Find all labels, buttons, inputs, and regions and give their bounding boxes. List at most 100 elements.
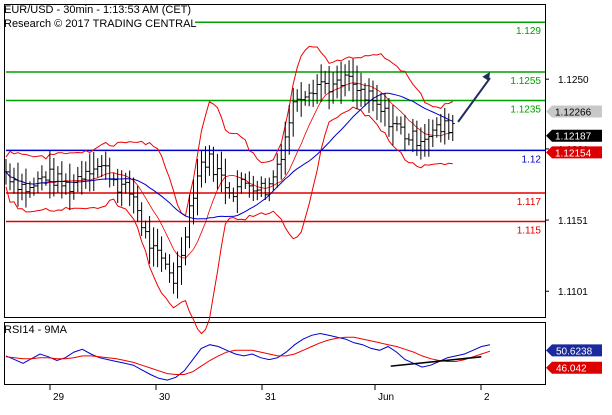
ohlc-bar: [347, 60, 352, 92]
ohlc-bar: [327, 66, 332, 110]
ohlc-bar: [235, 170, 240, 214]
ohlc-bar: [263, 178, 268, 200]
ohlc-bar: [63, 173, 68, 195]
ohlc-bar: [31, 177, 36, 196]
ohlc-bar: [99, 155, 104, 178]
ohlc-bar: [343, 64, 348, 97]
ohlc-bar: [386, 98, 391, 137]
ohlc-bar: [351, 58, 356, 102]
rsi-tag-label: 50.6238: [556, 346, 593, 357]
level-label-1: 1.1255: [510, 76, 541, 87]
rsi-panel-frame: [4, 322, 546, 385]
price-tags-layer: 1.12266 1.12187 1.12154: [546, 105, 602, 159]
ohlc-bar: [43, 171, 48, 186]
price-tag-1: 1.12187: [546, 129, 602, 143]
ohlc-bar: [335, 65, 340, 99]
bollinger-layer: [5, 45, 454, 335]
ohlc-bar: [406, 133, 411, 146]
ohlc-bar: [382, 93, 387, 127]
moving-average-line: [5, 92, 453, 220]
time-tick-label-4: 2: [484, 392, 490, 403]
price-tag-label: 1.12266: [555, 107, 592, 118]
rsi-trendline: [390, 356, 482, 367]
ohlc-bar: [115, 168, 120, 203]
ohlc-bar: [231, 187, 236, 203]
ohlc-bar: [291, 87, 296, 137]
rsi-tag-label: 46.042: [556, 364, 587, 375]
ohlc-bar: [27, 181, 32, 198]
ohlc-bar: [227, 182, 232, 199]
ohlc-bar: [159, 236, 164, 272]
ohlc-bar: [207, 145, 212, 176]
ohlc-bar: [359, 72, 364, 107]
ohlc-bar: [355, 65, 360, 110]
ohlc-bar: [4, 159, 8, 185]
rsi-panel-title: RSI14 - 9MA: [4, 324, 67, 336]
price-panel-frame: [4, 4, 546, 318]
price-tick-label-3: 1.1101: [558, 287, 588, 298]
price-tick-label-2: 1.1151: [558, 216, 588, 227]
rsi-layer: 50.6238 46.042: [5, 332, 602, 381]
price-tag-box: [546, 105, 602, 118]
ohlc-bar: [410, 118, 415, 153]
ohlc-bar: [139, 202, 144, 237]
ohlc-bar: [251, 175, 256, 201]
projection-arrow-shaft: [457, 77, 491, 123]
ohlc-bar: [299, 82, 304, 117]
ohlc-bar: [367, 78, 371, 113]
ohlc-bar: [223, 158, 228, 205]
level-label-4: 1.117: [517, 197, 542, 208]
ohlc-bar: [414, 120, 419, 156]
ohlc-bar: [215, 153, 220, 190]
ohlc-bar: [370, 80, 375, 112]
chart-header-copyright: Research © 2017 TRADING CENTRAL: [4, 18, 197, 30]
projection-arrow-layer: [457, 72, 491, 123]
ohlc-bar: [255, 180, 260, 201]
chart-header-title: EUR/USD - 30min - 1:13:53 AM (CET): [4, 4, 192, 16]
ohlc-bar: [23, 168, 28, 208]
ohlc-bar: [307, 83, 312, 107]
ohlc-bars-layer: [4, 58, 455, 299]
ohlc-bar: [239, 172, 244, 194]
ohlc-bar: [67, 163, 72, 211]
ohlc-bar: [323, 70, 328, 95]
ohlc-bar: [303, 90, 308, 106]
ohlc-bar: [430, 119, 435, 148]
ohlc-bar: [426, 119, 431, 157]
ohlc-bar: [446, 113, 451, 140]
time-tick-label-3: Jun: [378, 392, 394, 403]
bollinger-upper: [5, 45, 454, 217]
ohlc-bar: [75, 166, 80, 193]
ohlc-bar: [107, 157, 112, 188]
ohlc-bar: [295, 89, 300, 112]
ohlc-bar: [287, 105, 292, 155]
ohlc-bar: [163, 252, 168, 270]
rsi-9ma-line: [5, 336, 491, 375]
ohlc-bar: [19, 173, 24, 201]
rsi-tag-0: 50.6238: [546, 344, 602, 357]
price-tag-2: 1.12154: [546, 146, 602, 159]
ohlc-bar: [51, 157, 56, 197]
ohlc-bar: [259, 176, 264, 198]
price-tick-label-0: 1.1250: [558, 75, 589, 86]
ohlc-bar: [195, 158, 200, 216]
price-tag-box: [546, 129, 602, 142]
projection-arrow-head: [482, 72, 490, 81]
time-axis-layer: 29 30 31 Jun 2: [49, 384, 490, 403]
ohlc-bar: [15, 162, 20, 207]
ohlc-bar: [167, 254, 172, 283]
ohlc-bar: [47, 150, 52, 199]
ohlc-bar: [35, 171, 40, 194]
ohlc-bar: [183, 226, 188, 266]
ohlc-bar: [398, 116, 403, 135]
ohlc-bar: [55, 166, 60, 193]
ohlc-bar: [91, 151, 96, 192]
bollinger-lower: [5, 106, 453, 335]
ohlc-bar: [95, 158, 100, 178]
rsi-tag-1: 46.042: [546, 361, 602, 375]
ohlc-bar: [187, 194, 192, 249]
price-tag-0: 1.12266: [546, 105, 602, 118]
ohlc-bar: [438, 113, 443, 143]
ohlc-bar: [155, 228, 160, 268]
ohlc-bar: [311, 79, 316, 107]
